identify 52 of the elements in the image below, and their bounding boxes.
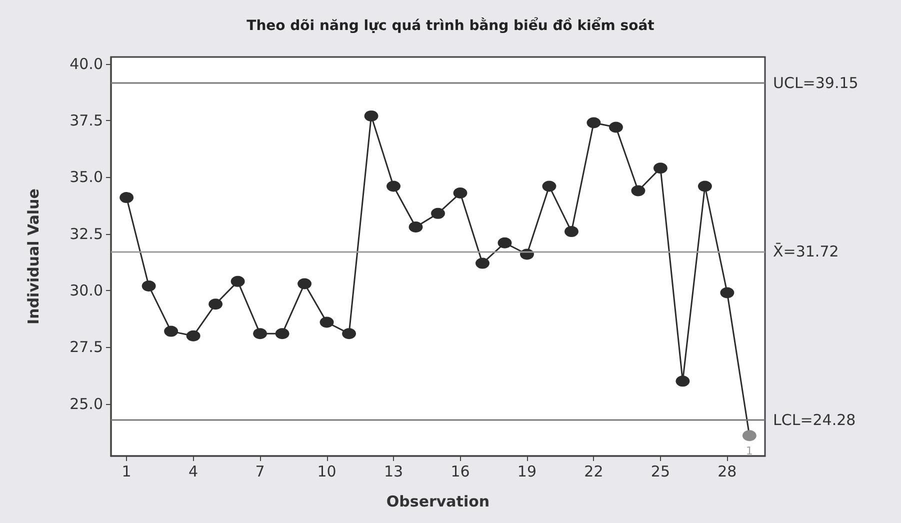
x-tick-label: 28 xyxy=(718,462,737,480)
point xyxy=(498,237,512,248)
chart-title: Theo dõi năng lực quá trình bằng biểu đồ kiểm soát xyxy=(246,17,655,34)
ref-line-label: X̄=31.72 xyxy=(773,242,839,261)
point xyxy=(453,188,468,199)
x-tick-label: 25 xyxy=(650,462,670,480)
point xyxy=(476,258,490,269)
point xyxy=(542,180,556,192)
y-tick-label: 30.0 xyxy=(70,282,103,300)
point xyxy=(742,430,756,442)
point xyxy=(320,316,334,328)
point xyxy=(653,162,668,174)
y-tick-label: 25.0 xyxy=(70,394,103,413)
x-tick-label: 16 xyxy=(450,462,470,480)
ref-line-label: LCL=24.28 xyxy=(773,411,856,430)
point xyxy=(631,185,646,196)
point xyxy=(230,276,245,287)
x-tick-label: 4 xyxy=(188,462,198,480)
y-tick-label: 32.5 xyxy=(70,224,103,243)
point xyxy=(298,278,312,290)
point xyxy=(586,117,601,128)
y-tick-label: 27.5 xyxy=(70,338,103,356)
y-tick-label: 40.0 xyxy=(70,54,103,73)
point xyxy=(253,328,268,340)
point xyxy=(698,180,712,192)
annotation: 1 xyxy=(746,444,753,458)
point xyxy=(208,298,223,310)
x-tick-label: 19 xyxy=(517,462,537,480)
point xyxy=(364,110,378,122)
point xyxy=(676,376,690,387)
point xyxy=(342,328,356,340)
point xyxy=(186,330,200,342)
point xyxy=(608,122,623,133)
y-tick-label: 35.0 xyxy=(70,168,103,186)
point xyxy=(142,280,156,292)
point xyxy=(564,226,578,238)
y-tick-label: 37.5 xyxy=(70,111,103,130)
point xyxy=(431,208,445,219)
point xyxy=(164,326,178,337)
y-axis-title: Individual Value xyxy=(24,188,42,324)
x-axis-title: Observation xyxy=(386,492,490,510)
x-tick-label: 22 xyxy=(584,462,604,480)
point xyxy=(408,222,423,233)
x-tick-label: 13 xyxy=(384,462,404,480)
point xyxy=(275,328,290,340)
point xyxy=(386,180,401,192)
point xyxy=(120,192,134,204)
ref-line-label: UCL=39.15 xyxy=(773,74,858,92)
x-tick-label: 1 xyxy=(122,462,132,480)
x-tick-label: 7 xyxy=(255,462,265,480)
x-tick-label: 10 xyxy=(317,462,336,480)
point xyxy=(720,287,734,298)
